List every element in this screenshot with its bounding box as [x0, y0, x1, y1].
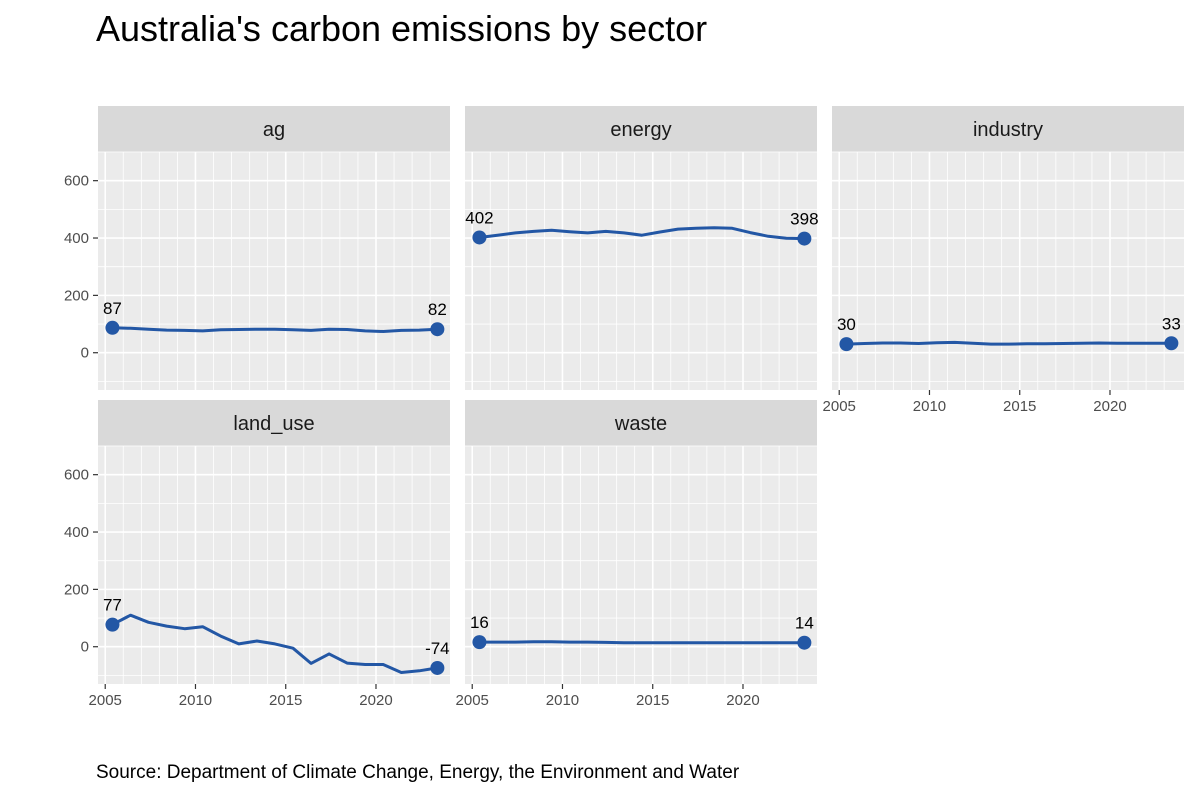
facet-strip-label: energy — [610, 119, 671, 141]
series-line-ag — [112, 326, 438, 333]
start-point — [105, 617, 120, 632]
end-point — [1164, 336, 1179, 351]
y-tick-label: 600 — [64, 173, 89, 190]
facet-land_use: land_use 0 200 400 600 2005 2010 2015 2020 77 -74 — [64, 400, 450, 709]
facet-strip — [98, 106, 450, 152]
start-value-label: 402 — [465, 208, 493, 227]
x-tick-label: 2015 — [636, 692, 669, 709]
x-tick-label: 2020 — [1093, 398, 1126, 415]
start-value-label: 16 — [470, 613, 489, 632]
facet-strip — [832, 106, 1184, 152]
facet-strip-label: waste — [614, 413, 667, 435]
start-point — [105, 320, 120, 335]
start-value-label: 77 — [103, 596, 122, 615]
panel-background — [832, 152, 1184, 390]
y-tick-label: 200 — [64, 287, 89, 304]
facet-ag: ag 0 200 400 600 87 82 — [64, 106, 450, 390]
start-point — [839, 337, 854, 352]
chart-title: Australia's carbon emissions by sector — [96, 8, 708, 49]
start-point — [472, 230, 487, 245]
start-value-label: 87 — [103, 299, 122, 318]
end-point — [430, 660, 445, 675]
facet-energy: energy 402 398 — [465, 106, 819, 390]
end-value-label: 398 — [790, 210, 818, 229]
start-value-label: 30 — [837, 315, 856, 334]
facet-strip-label: land_use — [233, 413, 314, 435]
facet-strip — [98, 400, 450, 446]
x-tick-label: 2020 — [359, 692, 392, 709]
x-tick-label: 2005 — [823, 398, 856, 415]
x-tick-label: 2015 — [269, 692, 302, 709]
x-tick-label: 2010 — [913, 398, 946, 415]
series-line-land_use — [111, 613, 438, 674]
y-tick-label: 400 — [64, 230, 89, 247]
end-value-label: -74 — [425, 639, 450, 658]
facet-strip — [465, 400, 817, 446]
x-tick-label: 2005 — [89, 692, 122, 709]
series-line-industry — [846, 340, 1172, 346]
panel-background — [98, 152, 450, 390]
source-caption: Source: Department of Climate Change, En… — [96, 762, 740, 783]
x-tick-label: 2015 — [1003, 398, 1036, 415]
end-value-label: 33 — [1162, 314, 1181, 333]
facet-strip-label: ag — [263, 119, 285, 141]
y-tick-label: 600 — [64, 467, 89, 484]
facet-strip-label: industry — [973, 119, 1043, 141]
end-point — [797, 635, 812, 650]
series-line-waste — [479, 640, 805, 645]
start-point — [472, 635, 487, 650]
x-tick-label: 2010 — [546, 692, 579, 709]
x-tick-label: 2010 — [179, 692, 212, 709]
facet-waste: waste 2005 2010 2015 2020 16 14 — [456, 400, 817, 709]
end-value-label: 14 — [795, 614, 814, 633]
y-tick-label: 200 — [64, 581, 89, 598]
series-line-energy — [479, 226, 805, 241]
end-point — [797, 231, 812, 246]
end-value-label: 82 — [428, 300, 447, 319]
panel-background — [465, 152, 817, 390]
x-tick-label: 2020 — [726, 692, 759, 709]
panel-background — [465, 446, 817, 684]
end-point — [430, 322, 445, 337]
x-tick-label: 2005 — [456, 692, 489, 709]
facet-strip — [465, 106, 817, 152]
facet-industry: industry 2005 2010 2015 2020 30 33 — [823, 106, 1184, 415]
y-tick-label: 0 — [81, 639, 89, 656]
panel-background — [98, 446, 450, 684]
y-tick-label: 400 — [64, 524, 89, 541]
y-tick-label: 0 — [81, 345, 89, 362]
